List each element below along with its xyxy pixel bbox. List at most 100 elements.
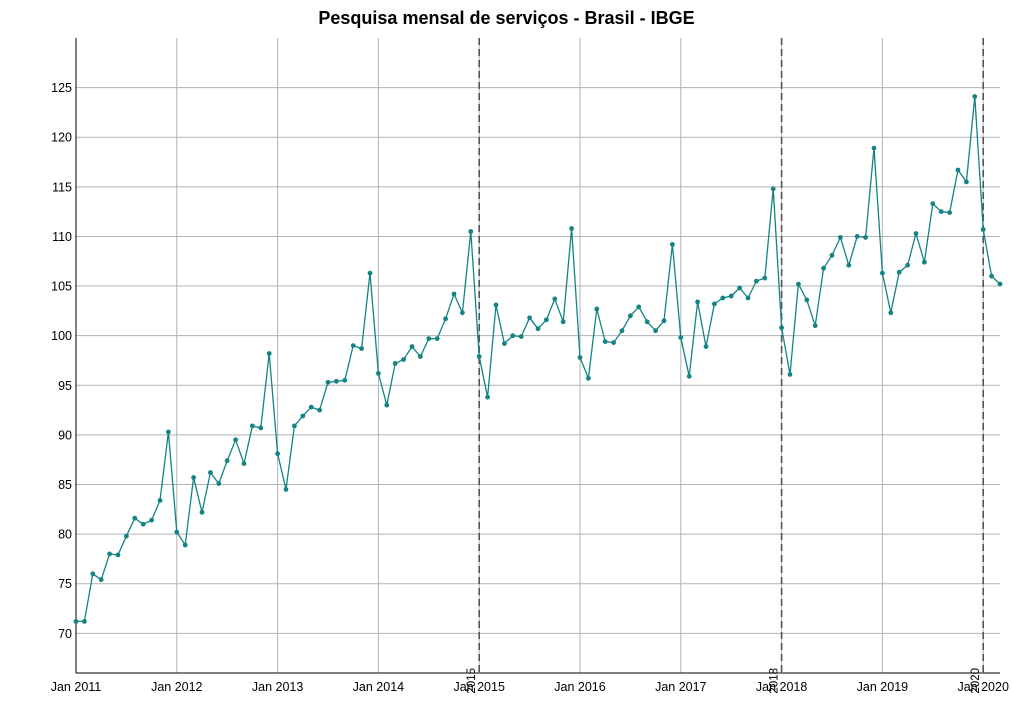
data-point <box>409 344 415 349</box>
y-tick-label: 115 <box>52 180 72 194</box>
reference-line-label: 2020 <box>970 668 982 694</box>
data-point <box>376 371 381 376</box>
data-point <box>796 281 801 287</box>
data-point <box>325 379 331 385</box>
data-point <box>712 301 717 307</box>
data-point <box>367 270 373 276</box>
data-point <box>838 235 843 240</box>
data-point <box>535 326 541 332</box>
data-point <box>779 325 784 331</box>
data-point <box>493 302 499 308</box>
data-point <box>644 319 650 325</box>
x-tick-label: Jan 2019 <box>857 680 908 694</box>
data-point <box>166 429 171 435</box>
data-point <box>82 619 87 624</box>
data-point <box>905 262 910 268</box>
data-point <box>90 571 96 577</box>
data-point <box>233 437 239 443</box>
data-point <box>434 336 440 341</box>
data-point <box>636 304 642 310</box>
data-point <box>485 394 490 400</box>
data-point <box>661 318 667 324</box>
data-point <box>922 259 927 265</box>
data-point <box>174 529 180 535</box>
reference-line-label: 2018 <box>769 668 781 694</box>
data-point <box>191 475 197 480</box>
x-tick-label: Jan 2020 <box>957 680 1008 694</box>
data-point <box>443 316 448 322</box>
data-point <box>989 273 994 279</box>
x-tick-label: Jan 2016 <box>554 680 605 694</box>
y-tick-label: 125 <box>51 81 72 95</box>
data-point <box>972 94 978 99</box>
data-point <box>157 498 163 503</box>
y-tick-label: 105 <box>51 280 72 294</box>
data-point <box>762 275 768 281</box>
data-point <box>737 285 742 291</box>
x-tick-label: Jan 2015 <box>453 680 504 694</box>
axes: 70 75 80 85 90 95 100 105 110 115 120 125 Jan 2011 Ja… <box>51 38 1009 694</box>
data-point <box>426 336 432 341</box>
data-point <box>728 293 734 299</box>
y-tick-label: 90 <box>58 428 72 442</box>
chart-title: Pesquisa mensal de serviços - Brasil - I… <box>318 8 695 28</box>
data-point <box>98 577 104 583</box>
data-point <box>670 242 675 247</box>
data-point <box>468 229 474 234</box>
x-tick-label: Jan 2012 <box>151 680 202 694</box>
data-point <box>510 333 516 339</box>
data-point <box>350 343 356 348</box>
data-point <box>804 297 810 303</box>
data-point <box>250 423 255 429</box>
y-tick-label: 80 <box>58 528 72 542</box>
reference-line-label: 2015 <box>466 668 478 694</box>
data-point <box>896 269 902 275</box>
reference-lines: 2015 2018 2020 <box>466 38 985 694</box>
data-point <box>216 481 222 486</box>
data-point <box>275 451 280 457</box>
data-point <box>964 179 969 185</box>
data-point <box>703 344 709 349</box>
data-point <box>308 404 314 410</box>
y-tick-label: 70 <box>58 627 72 641</box>
data-point <box>241 461 247 466</box>
data-point <box>317 407 322 413</box>
data-point <box>754 278 759 284</box>
data-point <box>686 373 692 379</box>
data-point <box>586 375 591 381</box>
data-point <box>628 313 633 319</box>
data-point <box>980 227 986 232</box>
data-point <box>888 310 894 316</box>
data-point <box>720 295 726 301</box>
data-point <box>871 145 877 151</box>
data-point <box>199 509 205 515</box>
data-point <box>115 552 121 558</box>
data-point <box>384 402 390 408</box>
data-point <box>476 354 482 359</box>
data-point <box>997 281 1003 287</box>
data-point <box>947 210 952 216</box>
data-point <box>880 270 885 276</box>
data-point <box>73 619 79 624</box>
data-point <box>812 323 818 329</box>
data-point <box>208 470 213 475</box>
data-point <box>342 377 348 383</box>
y-tick-label: 95 <box>58 379 72 393</box>
data-point <box>283 487 289 492</box>
y-tick-label: 110 <box>52 230 72 244</box>
data-point <box>132 515 138 521</box>
data-point <box>930 201 936 207</box>
data-point <box>258 425 264 431</box>
x-tick-label: Jan 2014 <box>353 680 404 694</box>
x-tick-label: Jan 2017 <box>655 680 706 694</box>
y-tick-label: 75 <box>58 577 72 591</box>
data-point <box>913 231 919 236</box>
grid-layer <box>75 38 1000 673</box>
y-tick-label: 85 <box>58 478 72 492</box>
x-tick-label: Jan 2011 <box>51 680 102 694</box>
data-point <box>182 542 188 548</box>
x-tick-label: Jan 2013 <box>252 680 303 694</box>
data-point <box>938 209 944 215</box>
